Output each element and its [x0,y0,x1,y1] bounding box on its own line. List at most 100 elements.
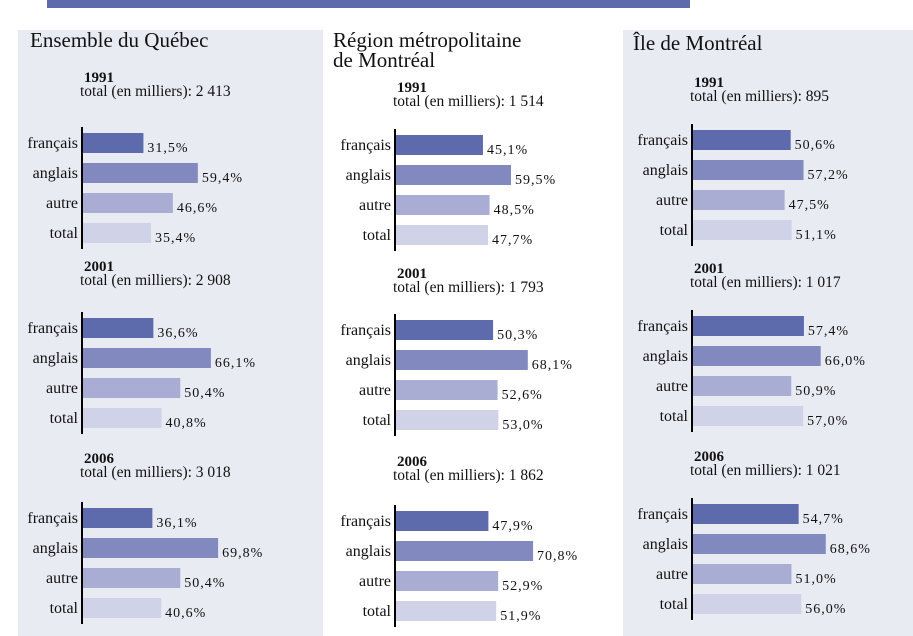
bar [82,133,144,153]
bar [692,594,802,614]
bar [692,534,826,554]
bar [692,190,785,210]
value-label: 52,6% [502,388,543,403]
bar [395,320,494,340]
category-label: anglais [643,348,688,365]
chart-title: 1991 [397,80,427,96]
value-label: 40,8% [166,416,207,431]
value-label: 57,2% [808,168,849,183]
banner [47,0,690,8]
value-label: 68,1% [532,358,573,373]
bar [692,160,804,180]
chart-title: 2001 [694,261,724,277]
bar [395,165,512,185]
value-label: 45,1% [487,143,528,158]
value-label: 51,9% [500,609,541,624]
category-label: total [660,222,689,239]
value-label: 48,5% [494,203,535,218]
bar [395,350,528,370]
bar [395,601,497,621]
bar [82,348,211,368]
category-label: français [27,320,78,337]
chart-subtitle: total (en milliers): 1 021 [690,462,841,479]
value-label: 40,6% [165,606,206,621]
value-label: 50,6% [795,138,836,153]
bar [82,408,162,428]
category-label: anglais [33,350,78,367]
category-label: français [637,506,688,523]
value-label: 57,4% [808,324,849,339]
panel-title: de Montréal [333,48,435,72]
category-label: total [363,412,392,429]
value-label: 68,6% [830,542,871,557]
category-label: anglais [643,162,688,179]
bar [82,318,154,338]
chart-subtitle: total (en milliers): 2 413 [80,83,231,100]
bar [692,316,804,336]
category-label: autre [46,195,78,212]
value-label: 36,1% [156,516,197,531]
value-label: 66,1% [215,356,256,371]
chart-subtitle: total (en milliers): 1 017 [690,274,841,291]
value-label: 50,4% [184,576,225,591]
panel-title: Île de Montréal [633,31,763,55]
category-label: français [27,510,78,527]
category-label: anglais [346,352,391,369]
value-label: 50,4% [184,386,225,401]
value-label: 57,0% [807,414,848,429]
value-label: 53,0% [502,418,543,433]
bar [395,195,490,215]
bar [692,504,799,524]
bar [82,378,181,398]
bar [82,508,153,528]
chart-title: 1991 [694,75,724,91]
chart-subtitle: total (en milliers): 895 [690,88,829,105]
chart-subtitle: total (en milliers): 2 908 [80,272,231,289]
panel-title: Ensemble du Québec [30,28,208,52]
bar [395,410,499,430]
category-label: anglais [643,536,688,553]
category-label: autre [359,197,391,214]
value-label: 46,6% [177,201,218,216]
panel-title: Région métropolitaine [333,28,521,52]
category-label: total [660,596,689,613]
chart-subtitle: total (en milliers): 1 514 [393,93,544,110]
category-label: autre [46,570,78,587]
category-label: autre [46,380,78,397]
category-label: anglais [33,165,78,182]
chart-title: 2001 [84,259,114,275]
value-label: 66,0% [825,354,866,369]
category-label: français [340,513,391,530]
category-label: anglais [33,540,78,557]
category-label: total [660,408,689,425]
category-label: français [27,135,78,152]
category-label: total [50,225,79,242]
bar [395,541,534,561]
chart-subtitle: total (en milliers): 1 793 [393,279,544,296]
category-label: français [637,318,688,335]
value-label: 36,6% [157,326,198,341]
chart-title: 1991 [84,70,114,86]
chart-subtitle: total (en milliers): 3 018 [80,464,231,481]
value-label: 31,5% [147,141,188,156]
bar [82,538,219,558]
bar [692,406,804,426]
category-label: anglais [346,167,391,184]
bar [82,568,181,588]
category-label: total [363,227,392,244]
category-label: total [50,600,79,617]
value-label: 59,4% [202,171,243,186]
value-label: 59,5% [515,173,556,188]
value-label: 47,5% [789,198,830,213]
bar [395,380,498,400]
category-label: autre [656,192,688,209]
category-label: autre [359,573,391,590]
bar [692,346,821,366]
bar [82,193,173,213]
bar [395,511,489,531]
value-label: 50,3% [497,328,538,343]
bar [82,163,198,183]
bar [692,220,792,240]
bar [82,598,162,618]
category-label: anglais [346,543,391,560]
